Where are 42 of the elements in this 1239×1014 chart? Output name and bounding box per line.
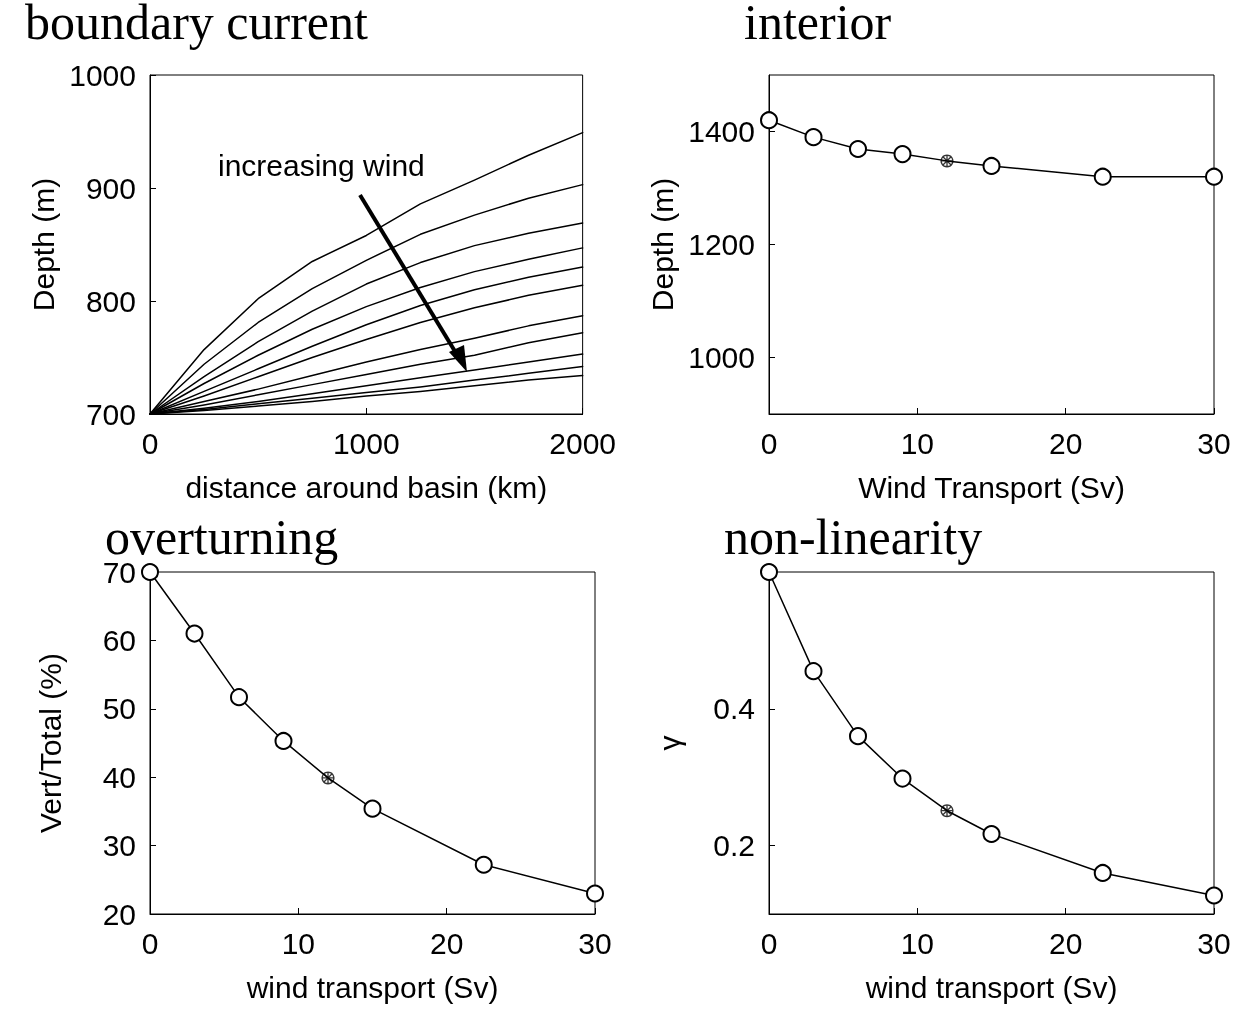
x-tick-label: 10 bbox=[281, 926, 316, 960]
y-tick-label: 800 bbox=[85, 284, 136, 318]
y-tick-label: 1400 bbox=[688, 115, 755, 148]
x-tick-label: 0 bbox=[141, 926, 159, 960]
x-tick-label: 30 bbox=[578, 926, 612, 960]
chart-title: interior bbox=[744, 0, 892, 50]
chart-title: boundary current bbox=[25, 0, 369, 50]
y-tick-label: 40 bbox=[102, 760, 136, 794]
x-tick-label: 0 bbox=[760, 926, 778, 960]
x-tick-label: 10 bbox=[900, 426, 935, 460]
y-tick-label: 1000 bbox=[69, 58, 136, 92]
y-axis-title: Depth (m) bbox=[645, 177, 679, 312]
y-axis-title: Depth (m) bbox=[26, 177, 60, 312]
x-axis-title: distance around basin (km) bbox=[185, 470, 548, 504]
y-tick-label: 30 bbox=[102, 829, 136, 863]
x-tick-label: 20 bbox=[1048, 426, 1083, 460]
y-tick-label: 1200 bbox=[688, 228, 755, 261]
annotation: increasing wind bbox=[218, 148, 425, 182]
x-axis-title: Wind Transport (Sv) bbox=[858, 470, 1125, 504]
y-tick-label: 60 bbox=[102, 623, 136, 657]
y-axis-title: γ bbox=[652, 735, 686, 751]
y-tick-label: 50 bbox=[102, 692, 136, 726]
x-tick-label: 10 bbox=[900, 926, 935, 960]
x-tick-label: 20 bbox=[429, 926, 464, 960]
y-tick-label: 20 bbox=[102, 897, 136, 931]
x-axis-title: wind transport (Sv) bbox=[245, 970, 499, 1004]
x-tick-label: 30 bbox=[1197, 426, 1231, 460]
x-tick-label: 20 bbox=[1048, 926, 1083, 960]
x-tick-label: 0 bbox=[760, 426, 778, 460]
y-tick-label: 70 bbox=[102, 555, 136, 589]
x-axis-title: wind transport (Sv) bbox=[864, 970, 1118, 1004]
x-tick-label: 1000 bbox=[332, 426, 400, 460]
y-tick-label: 700 bbox=[85, 397, 136, 431]
x-tick-label: 30 bbox=[1197, 926, 1231, 960]
x-tick-label: 2000 bbox=[549, 426, 617, 460]
y-tick-label: 0.4 bbox=[713, 692, 755, 726]
chart-title: non-linearity bbox=[724, 509, 983, 565]
y-tick-label: 0.2 bbox=[713, 829, 755, 863]
y-tick-label: 1000 bbox=[688, 341, 755, 374]
y-tick-label: 900 bbox=[85, 171, 136, 205]
y-axis-title: Vert/Total (%) bbox=[33, 652, 67, 834]
x-tick-label: 0 bbox=[141, 426, 159, 460]
